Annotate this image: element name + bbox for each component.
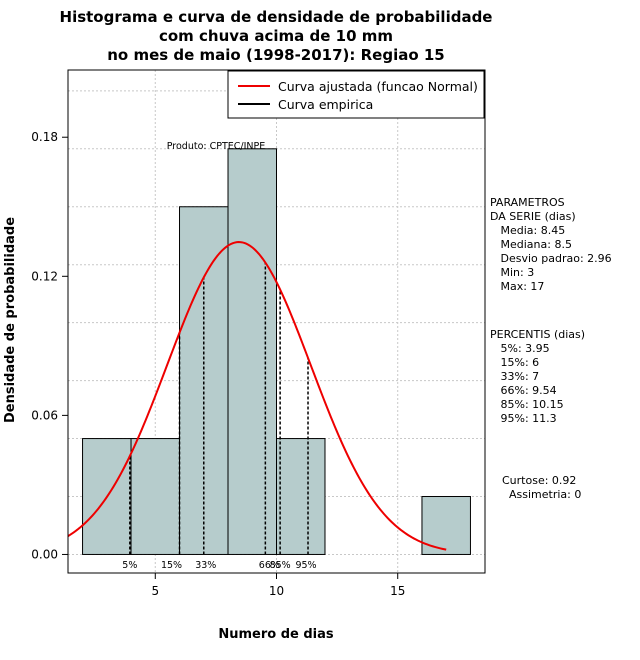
percentile-label: 15% bbox=[161, 560, 182, 571]
x-tick-label: 10 bbox=[269, 584, 284, 598]
y-tick-label: 0.06 bbox=[31, 408, 58, 422]
percentis-p85: 85%: 10.15 bbox=[490, 398, 564, 411]
fitted-normal-curve bbox=[67, 241, 447, 551]
bars-layer bbox=[82, 148, 471, 555]
shape-stats-panel: Curtose: 0.92 Assimetria: 0 bbox=[502, 474, 581, 501]
params-max: Max: 17 bbox=[490, 280, 544, 293]
x-axis-title: Numero de dias bbox=[218, 627, 334, 642]
params-min: Min: 3 bbox=[490, 266, 534, 279]
percentile-label: 95% bbox=[295, 560, 316, 571]
series-parameters-panel: PARAMETROS DA SERIE (dias) Media: 8.45 M… bbox=[490, 196, 612, 293]
params-line-2: DA SERIE (dias) bbox=[490, 210, 576, 223]
params-mediana: Mediana: 8.5 bbox=[490, 238, 572, 251]
percentile-label: 66% bbox=[259, 560, 280, 571]
source-annotation: Produto: CPTEC/INPE bbox=[167, 141, 266, 152]
curve-layer bbox=[67, 241, 447, 551]
y-tick-label: 0.00 bbox=[31, 547, 58, 561]
histogram-bar bbox=[82, 438, 132, 555]
percentis-p95: 95%: 11.3 bbox=[490, 412, 557, 425]
legend-label-fitted: Curva ajustada (funcao Normal) bbox=[278, 79, 478, 94]
histogram-bar bbox=[130, 438, 181, 555]
percentis-p33: 33%: 7 bbox=[490, 370, 539, 383]
percentiles-panel: PERCENTIS (dias) 5%: 3.95 15%: 6 33%: 7 … bbox=[490, 328, 585, 425]
params-line-1: PARAMETROS bbox=[490, 196, 565, 209]
percentis-heading: PERCENTIS (dias) bbox=[490, 328, 585, 341]
legend: Curva ajustada (funcao Normal) Curva emp… bbox=[227, 70, 485, 119]
params-desvio: Desvio padrao: 2.96 bbox=[490, 252, 612, 265]
y-tick-label: 0.12 bbox=[31, 269, 58, 283]
assimetria-label: Assimetria: 0 bbox=[509, 488, 581, 501]
chart-title-line-1: Histograma e curva de densidade de proba… bbox=[60, 8, 493, 26]
percentis-p66: 66%: 9.54 bbox=[490, 384, 557, 397]
y-tick-label: 0.18 bbox=[31, 130, 58, 144]
histogram-bar bbox=[276, 438, 326, 555]
params-media: Media: 8.45 bbox=[490, 224, 565, 237]
x-tick-label: 5 bbox=[151, 584, 159, 598]
percentile-label: 33% bbox=[195, 560, 216, 571]
percentile-label: 85% bbox=[270, 560, 291, 571]
curtose-label: Curtose: 0.92 bbox=[502, 474, 576, 487]
percentile-labels-layer: 5% 15% 33% 66%85% 95% bbox=[122, 560, 316, 571]
chart-title-line-2: com chuva acima de 10 mm bbox=[159, 27, 393, 45]
axes-layer: 5 10 15 0.00 0.06 0.12 0.18 bbox=[31, 130, 405, 598]
x-tick-label: 15 bbox=[390, 584, 405, 598]
legend-box bbox=[227, 70, 485, 119]
y-axis-title: Densidade de probabilidade bbox=[3, 217, 18, 423]
percentis-p15: 15%: 6 bbox=[490, 356, 539, 369]
percentile-label: 5% bbox=[122, 560, 137, 571]
percentile-lines-layer bbox=[129, 262, 309, 555]
chart-title-line-3: no mes de maio (1998-2017): Regiao 15 bbox=[107, 46, 445, 64]
histogram-bar bbox=[227, 148, 277, 555]
percentis-p5: 5%: 3.95 bbox=[490, 342, 550, 355]
legend-label-empirical: Curva empirica bbox=[278, 97, 373, 112]
